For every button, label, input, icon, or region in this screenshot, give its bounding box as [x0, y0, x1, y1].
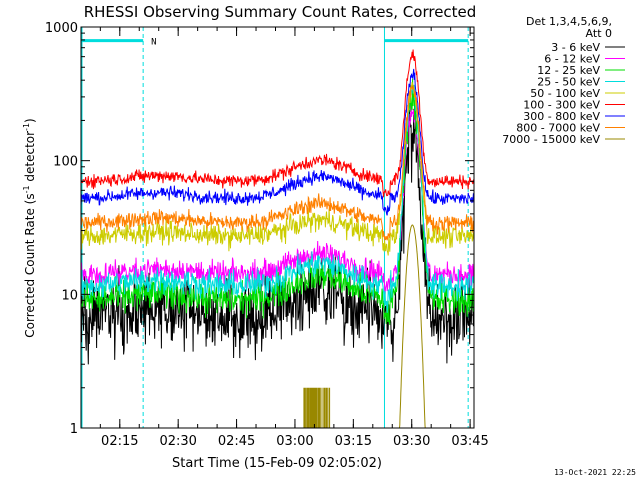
legend-label: 7000 - 15000 keV	[502, 133, 600, 146]
y-label-sup2: -1	[22, 123, 31, 131]
y-label-part3: )	[23, 118, 37, 123]
legend-label: 12 - 25 keV	[537, 64, 600, 77]
generation-timestamp: 13-Oct-2021 22:25	[554, 468, 636, 477]
series-line-5	[81, 49, 474, 198]
legend-label: 300 - 800 keV	[523, 110, 600, 123]
flag-label: N	[151, 38, 156, 48]
y-tick-label: 1000	[45, 21, 78, 36]
x-tick-label: 03:30	[393, 434, 430, 449]
x-tick-label: 02:45	[218, 434, 255, 449]
legend-header: Att 0	[586, 27, 612, 40]
legend-label: 800 - 7000 keV	[516, 122, 600, 135]
y-tick-label: 10	[61, 288, 78, 303]
legend-label: 100 - 300 keV	[523, 99, 600, 112]
x-tick-label: 03:15	[335, 434, 372, 449]
series-line-6	[81, 68, 474, 216]
series-line-7	[81, 85, 474, 241]
y-label-part1: Corrected Count Rate (s	[23, 193, 37, 337]
legend-label: 3 - 6 keV	[551, 41, 600, 54]
observing-flags: N	[81, 27, 469, 428]
legend-label: 50 - 100 keV	[530, 87, 600, 100]
series-line-3	[81, 84, 474, 313]
legend-header: Det 1,3,4,5,6,9,	[526, 15, 612, 28]
legend-label: 25 - 50 keV	[537, 76, 600, 89]
series-layer	[81, 49, 474, 428]
series-line-8	[303, 224, 434, 428]
y-label-part2: detector	[23, 131, 37, 186]
x-tick-label: 03:00	[276, 434, 313, 449]
y-axis-label: Corrected Count Rate (s-1 detector-1)	[22, 118, 37, 337]
y-tick-label: 1	[70, 422, 78, 437]
y-label-sup1: -1	[22, 185, 31, 193]
x-axis-label: Start Time (15-Feb-09 02:05:02)	[172, 456, 382, 471]
x-tick-label: 03:45	[451, 434, 488, 449]
series-line-0	[81, 108, 474, 365]
axes: 02:15 02:30 02:45 03:00 03:15 03:30 03:45 1 10 10…	[45, 21, 489, 449]
y-tick-label: 100	[53, 155, 78, 170]
legend-label: 6 - 12 keV	[544, 53, 600, 66]
chart-title: RHESSI Observing Summary Count Rates, Co…	[84, 3, 477, 21]
x-tick-label: 02:30	[159, 434, 196, 449]
x-tick-label: 02:15	[101, 434, 138, 449]
plot-frame	[80, 26, 475, 429]
